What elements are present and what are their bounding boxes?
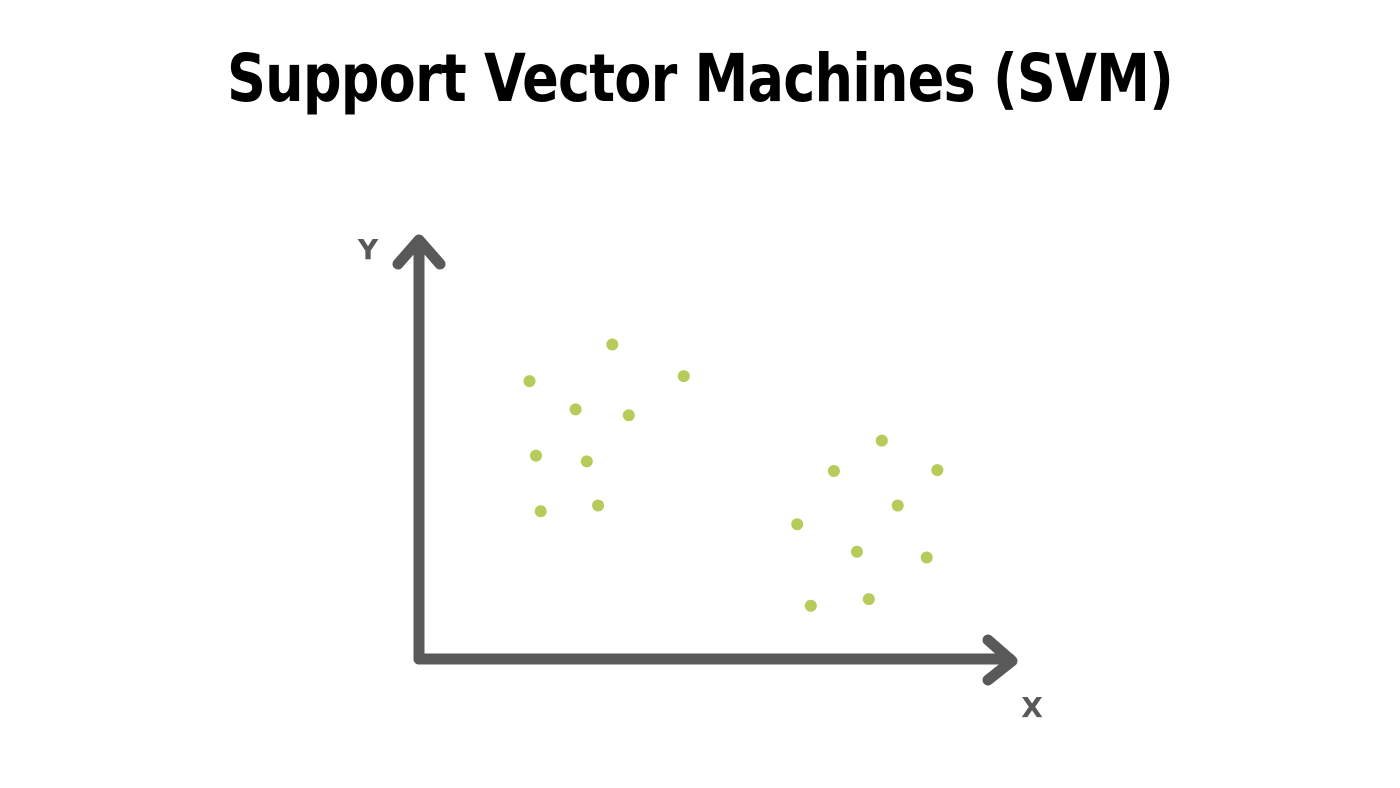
y-axis-arrowhead xyxy=(392,234,446,270)
data-point xyxy=(622,409,635,422)
data-points xyxy=(523,338,944,612)
data-point xyxy=(791,518,804,531)
data-point xyxy=(677,370,690,383)
data-point xyxy=(862,593,875,606)
data-point xyxy=(606,338,619,351)
data-point xyxy=(931,464,944,477)
data-point xyxy=(850,545,863,558)
x-axis-arrowhead xyxy=(982,634,1018,686)
data-point xyxy=(875,434,888,447)
diagram-title: Support Vector Machines (SVM) xyxy=(226,40,1174,117)
y-axis xyxy=(392,234,446,665)
data-point xyxy=(523,375,536,388)
data-point xyxy=(891,499,904,512)
y-axis-label: Y xyxy=(357,233,379,266)
data-point xyxy=(530,449,542,462)
data-point xyxy=(569,403,582,416)
data-point xyxy=(592,499,605,512)
data-point xyxy=(534,505,547,518)
point-cluster-2 xyxy=(791,434,944,612)
data-point xyxy=(804,599,817,612)
data-point xyxy=(920,551,933,564)
data-point xyxy=(827,465,840,477)
data-point xyxy=(580,455,593,468)
x-axis-label: X xyxy=(1021,691,1043,724)
x-axis xyxy=(413,634,1018,686)
point-cluster-1 xyxy=(523,338,690,518)
